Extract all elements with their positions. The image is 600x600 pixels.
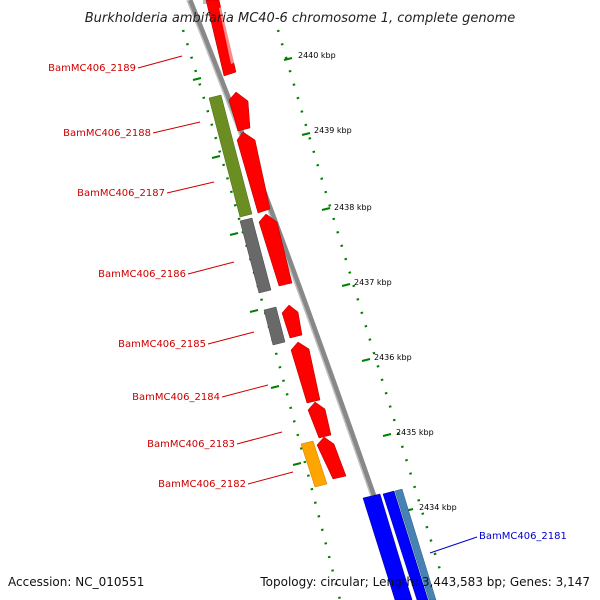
gene-2189-shine [219, 6, 236, 64]
leader-lines [137, 55, 478, 554]
gene-2183-arrow[interactable] [307, 401, 332, 439]
gene-2185-block[interactable] [263, 306, 286, 346]
gene-label-2186[interactable]: BamMC406_2186 [98, 269, 186, 280]
gene-2184-arrow[interactable] [290, 341, 321, 404]
gene-label-2181[interactable]: BamMC406_2181 [479, 531, 567, 542]
gene-label-2184[interactable]: BamMC406_2184 [132, 392, 220, 403]
gene-2181-block-inner[interactable] [382, 490, 429, 600]
kbp-label: 2436 kbp [374, 353, 412, 362]
gene-2182-block[interactable] [300, 440, 328, 488]
gene-2189-arrow[interactable] [205, 0, 237, 77]
gene-2188-block[interactable] [208, 94, 253, 218]
kbp-tick [341, 283, 351, 287]
kbp-tick [361, 358, 371, 362]
kbp-label: 2439 kbp [314, 126, 352, 135]
gene-2186-arrow[interactable] [258, 213, 293, 287]
gene-2181-steel-block[interactable] [394, 488, 437, 600]
kbp-tick [382, 433, 392, 437]
kbp-label: 2434 kbp [419, 503, 457, 512]
kbp-label: 2435 kbp [396, 428, 434, 437]
kbp-tick [283, 57, 293, 61]
kbp-label: 2438 kbp [334, 203, 372, 212]
kbp-tick [321, 207, 331, 211]
kbp-label: 2440 kbp [298, 51, 336, 60]
gene-2188-arrow[interactable] [228, 91, 251, 132]
gene-2187-arrow[interactable] [236, 131, 271, 214]
genome-summary-text: Topology: circular; Length: 3,443,583 bp… [259, 575, 590, 589]
gene-label-2188[interactable]: BamMC406_2188 [63, 128, 151, 139]
inner-major-ticks [192, 77, 302, 466]
gene-label-2189[interactable]: BamMC406_2189 [48, 63, 136, 74]
accession-text: Accession: NC_010551 [8, 575, 144, 589]
map-title: Burkholderia ambifaria MC40-6 chromosome… [85, 11, 515, 26]
gene-label-2185[interactable]: BamMC406_2185 [118, 339, 206, 350]
gene-label-2187[interactable]: BamMC406_2187 [77, 188, 165, 199]
gene-2182-arrow[interactable] [316, 436, 347, 480]
kbp-label: 2437 kbp [354, 278, 392, 287]
gene-label-2183[interactable]: BamMC406_2183 [147, 439, 235, 450]
gene-2185-arrow[interactable] [281, 304, 303, 339]
gene-label-2182[interactable]: BamMC406_2182 [158, 479, 246, 490]
gene-2186-block[interactable] [239, 217, 272, 294]
gene-2181-block[interactable] [362, 493, 413, 600]
kbp-tick [301, 132, 311, 136]
inner-tick-ring [181, 29, 342, 600]
